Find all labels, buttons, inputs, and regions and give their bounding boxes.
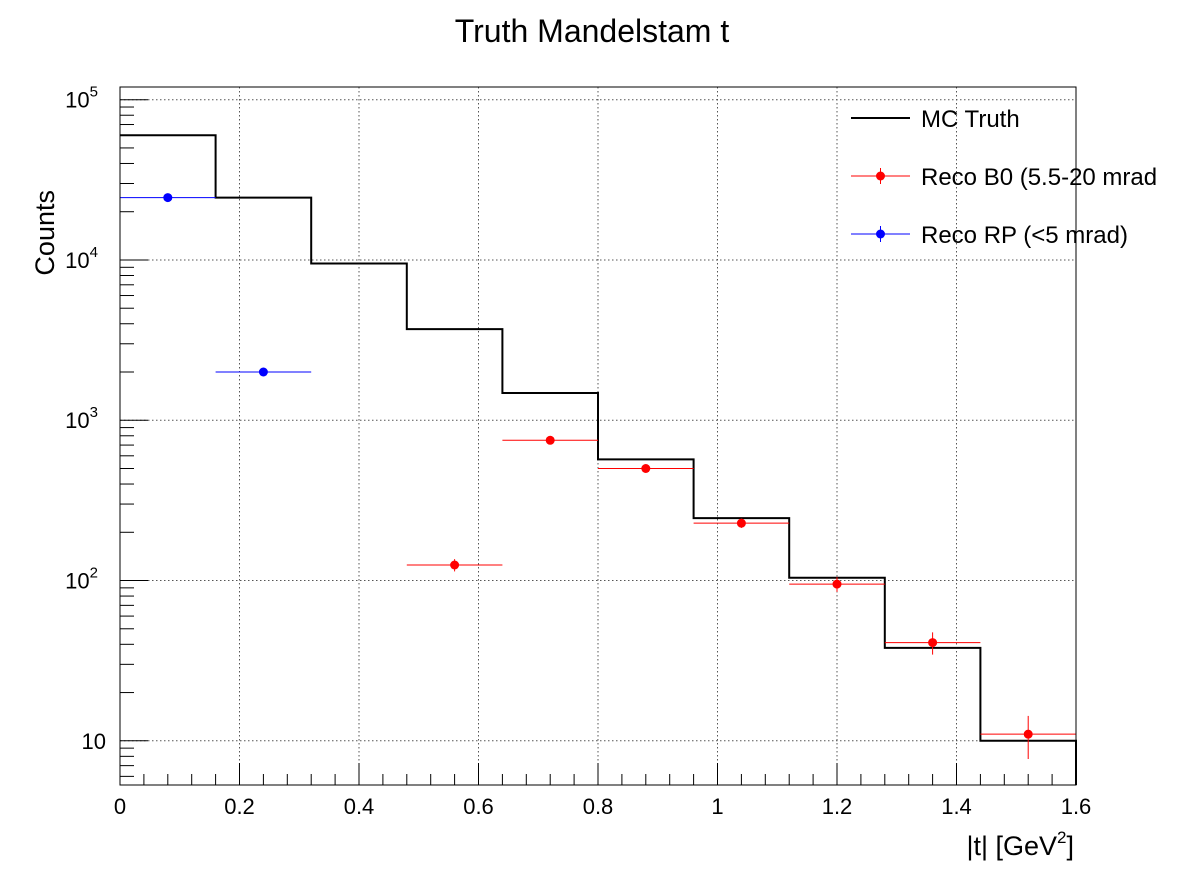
x-tick-label-5: 1: [711, 794, 723, 819]
chart-title: Truth Mandelstam t: [455, 13, 730, 49]
legend: MC Truth Reco B0 (5.5-20 mrad Reco RP (<…: [851, 106, 1157, 249]
legend-label-reco-b0: Reco B0 (5.5-20 mrad: [921, 164, 1157, 191]
point-1-6-marker: [1023, 729, 1033, 739]
x-axis-label-end: ]: [1066, 831, 1074, 861]
y-tick-label-4: 105: [65, 84, 98, 113]
series-2-points: [120, 193, 312, 377]
x-axis-label-main: |t| [GeV: [966, 831, 1057, 861]
axis-ticks: 0 0.2 0.4 0.6 0.8 1 1.2 1.4 1.6 10 102 103 104 105: [65, 84, 1091, 819]
y-tick-label-0: 10: [82, 729, 106, 754]
data-series: [120, 134, 1077, 785]
x-tick-label-1: 0.2: [224, 794, 255, 819]
point-1-2-marker: [641, 463, 651, 473]
point-1-4-marker: [832, 579, 842, 589]
x-axis-label: |t| [GeV2]: [966, 828, 1074, 861]
x-tick-label-4: 0.8: [583, 794, 614, 819]
point-1-3-marker: [736, 518, 746, 528]
point-1-0-marker: [450, 560, 460, 570]
series-1-points: [406, 435, 1076, 760]
point-1-5-marker: [928, 638, 938, 648]
y-tick-label-2: 103: [65, 404, 98, 433]
legend-entry-reco-b0: Reco B0 (5.5-20 mrad: [851, 164, 1157, 191]
point-2-0-marker: [163, 193, 173, 203]
x-tick-label-2: 0.4: [344, 794, 375, 819]
y-tick-label-1: 102: [65, 565, 98, 594]
x-tick-label-6: 1.2: [822, 794, 853, 819]
point-2-1-marker: [258, 367, 268, 377]
legend-marker-reco-b0: [876, 171, 885, 181]
legend-marker-reco-rp: [876, 229, 885, 239]
legend-entry-mc-truth: MC Truth: [851, 106, 1020, 133]
y-axis-label: Counts: [30, 190, 60, 276]
legend-label-mc-truth: MC Truth: [921, 106, 1020, 133]
x-tick-label-8: 1.6: [1061, 794, 1092, 819]
series-mc-truth-line: [120, 134, 1077, 785]
legend-label-reco-rp: Reco RP (<5 mrad): [921, 222, 1128, 249]
x-tick-label-7: 1.4: [941, 794, 972, 819]
legend-entry-reco-rp: Reco RP (<5 mrad): [851, 222, 1128, 249]
x-tick-label-0: 0: [114, 794, 126, 819]
plot-frame: [119, 86, 1077, 786]
x-axis-label-sup: 2: [1057, 828, 1066, 847]
x-tick-label-3: 0.6: [463, 794, 494, 819]
y-tick-label-3: 104: [65, 244, 98, 273]
point-1-1-marker: [545, 435, 555, 445]
